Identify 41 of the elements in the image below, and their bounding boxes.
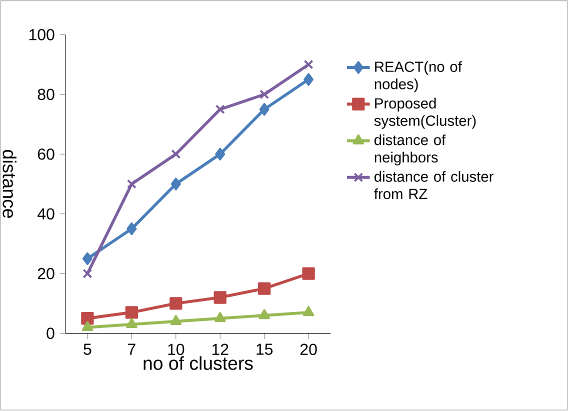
y-tick-label: 60 <box>38 148 54 160</box>
x-axis-title: no of clusters <box>144 356 253 370</box>
y-tick-label: 20 <box>38 268 54 280</box>
point <box>126 318 138 328</box>
point <box>126 222 137 236</box>
y-tick-label: 40 <box>38 208 54 220</box>
point <box>304 73 314 86</box>
legend-label: Proposed system(Cluster) <box>374 98 476 129</box>
y-tick-label: 100 <box>29 29 54 40</box>
y-axis-title: distance <box>2 150 16 218</box>
x-tick-label: 15 <box>256 344 273 356</box>
point <box>260 90 270 100</box>
point <box>82 321 94 332</box>
point <box>125 306 138 319</box>
point <box>214 312 226 322</box>
point <box>170 297 182 310</box>
point <box>258 309 270 320</box>
x-tick-label: 20 <box>300 344 317 356</box>
point <box>302 306 314 316</box>
x-tick-label: 12 <box>212 344 228 356</box>
point <box>302 267 315 280</box>
point <box>170 315 182 326</box>
point <box>259 103 270 116</box>
y-tick-label: 80 <box>38 88 54 100</box>
point <box>170 178 181 190</box>
point <box>304 60 314 70</box>
x-tick-label: 10 <box>168 344 184 356</box>
point <box>215 104 225 114</box>
y-tick-label: 0 <box>46 328 54 340</box>
point <box>171 150 181 160</box>
legend-label: distance of cluster from RZ <box>374 171 494 200</box>
point <box>82 252 92 266</box>
point <box>126 179 136 189</box>
point <box>81 312 94 325</box>
point <box>82 268 92 279</box>
x-tick-label: 5 <box>84 344 92 356</box>
point <box>214 291 226 304</box>
point <box>258 282 271 296</box>
point <box>215 148 226 161</box>
legend-label: REACT(no of nodes) <box>374 61 462 92</box>
x-tick-label: 7 <box>128 344 136 355</box>
